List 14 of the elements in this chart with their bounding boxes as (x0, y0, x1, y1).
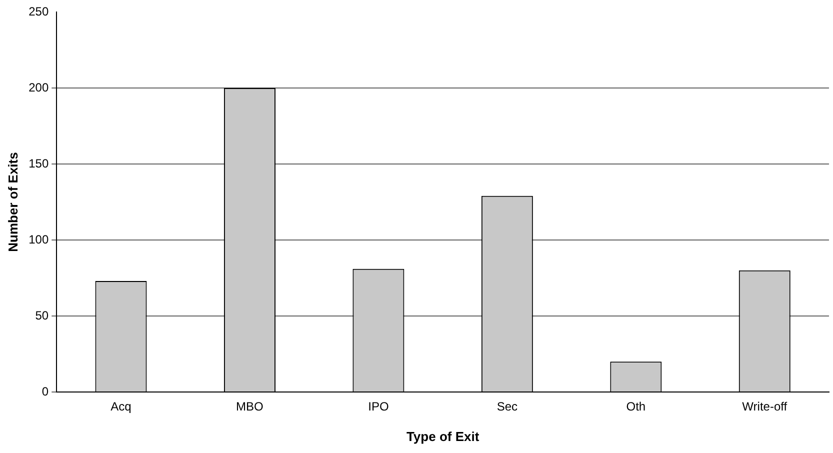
y-tick-label: 100 (28, 232, 49, 246)
x-tick-label: Acq (110, 400, 132, 414)
x-tick-label: IPO (368, 400, 389, 414)
y-tick-label: 250 (28, 4, 49, 18)
y-tick-label: 150 (28, 156, 49, 170)
x-axis-title: Type of Exit (406, 428, 480, 444)
y-tick-label: 0 (42, 384, 49, 398)
y-axis-title: Number of Exits (5, 152, 20, 252)
x-tick-label: Oth (626, 400, 646, 414)
x-tick-label: MBO (236, 400, 264, 414)
y-tick-label: 200 (28, 80, 49, 94)
y-tick-label: 50 (35, 308, 49, 322)
x-tick-label: Sec (496, 400, 518, 414)
x-tick-label: Write-off (742, 400, 788, 414)
